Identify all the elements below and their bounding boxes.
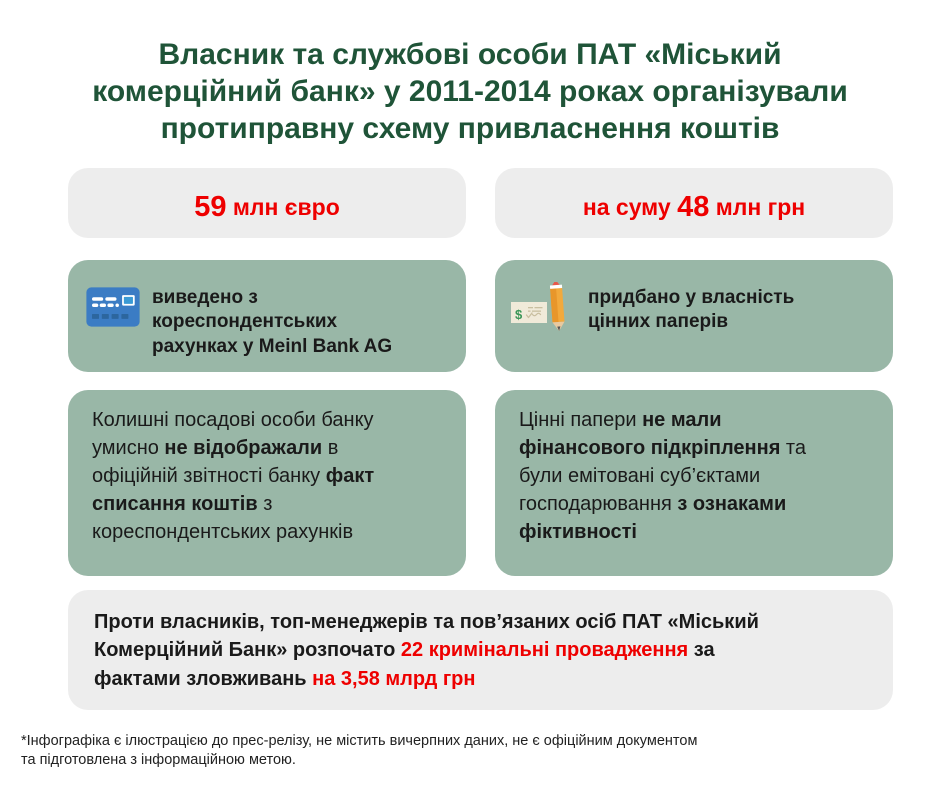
svg-text:$: $ bbox=[515, 307, 523, 322]
